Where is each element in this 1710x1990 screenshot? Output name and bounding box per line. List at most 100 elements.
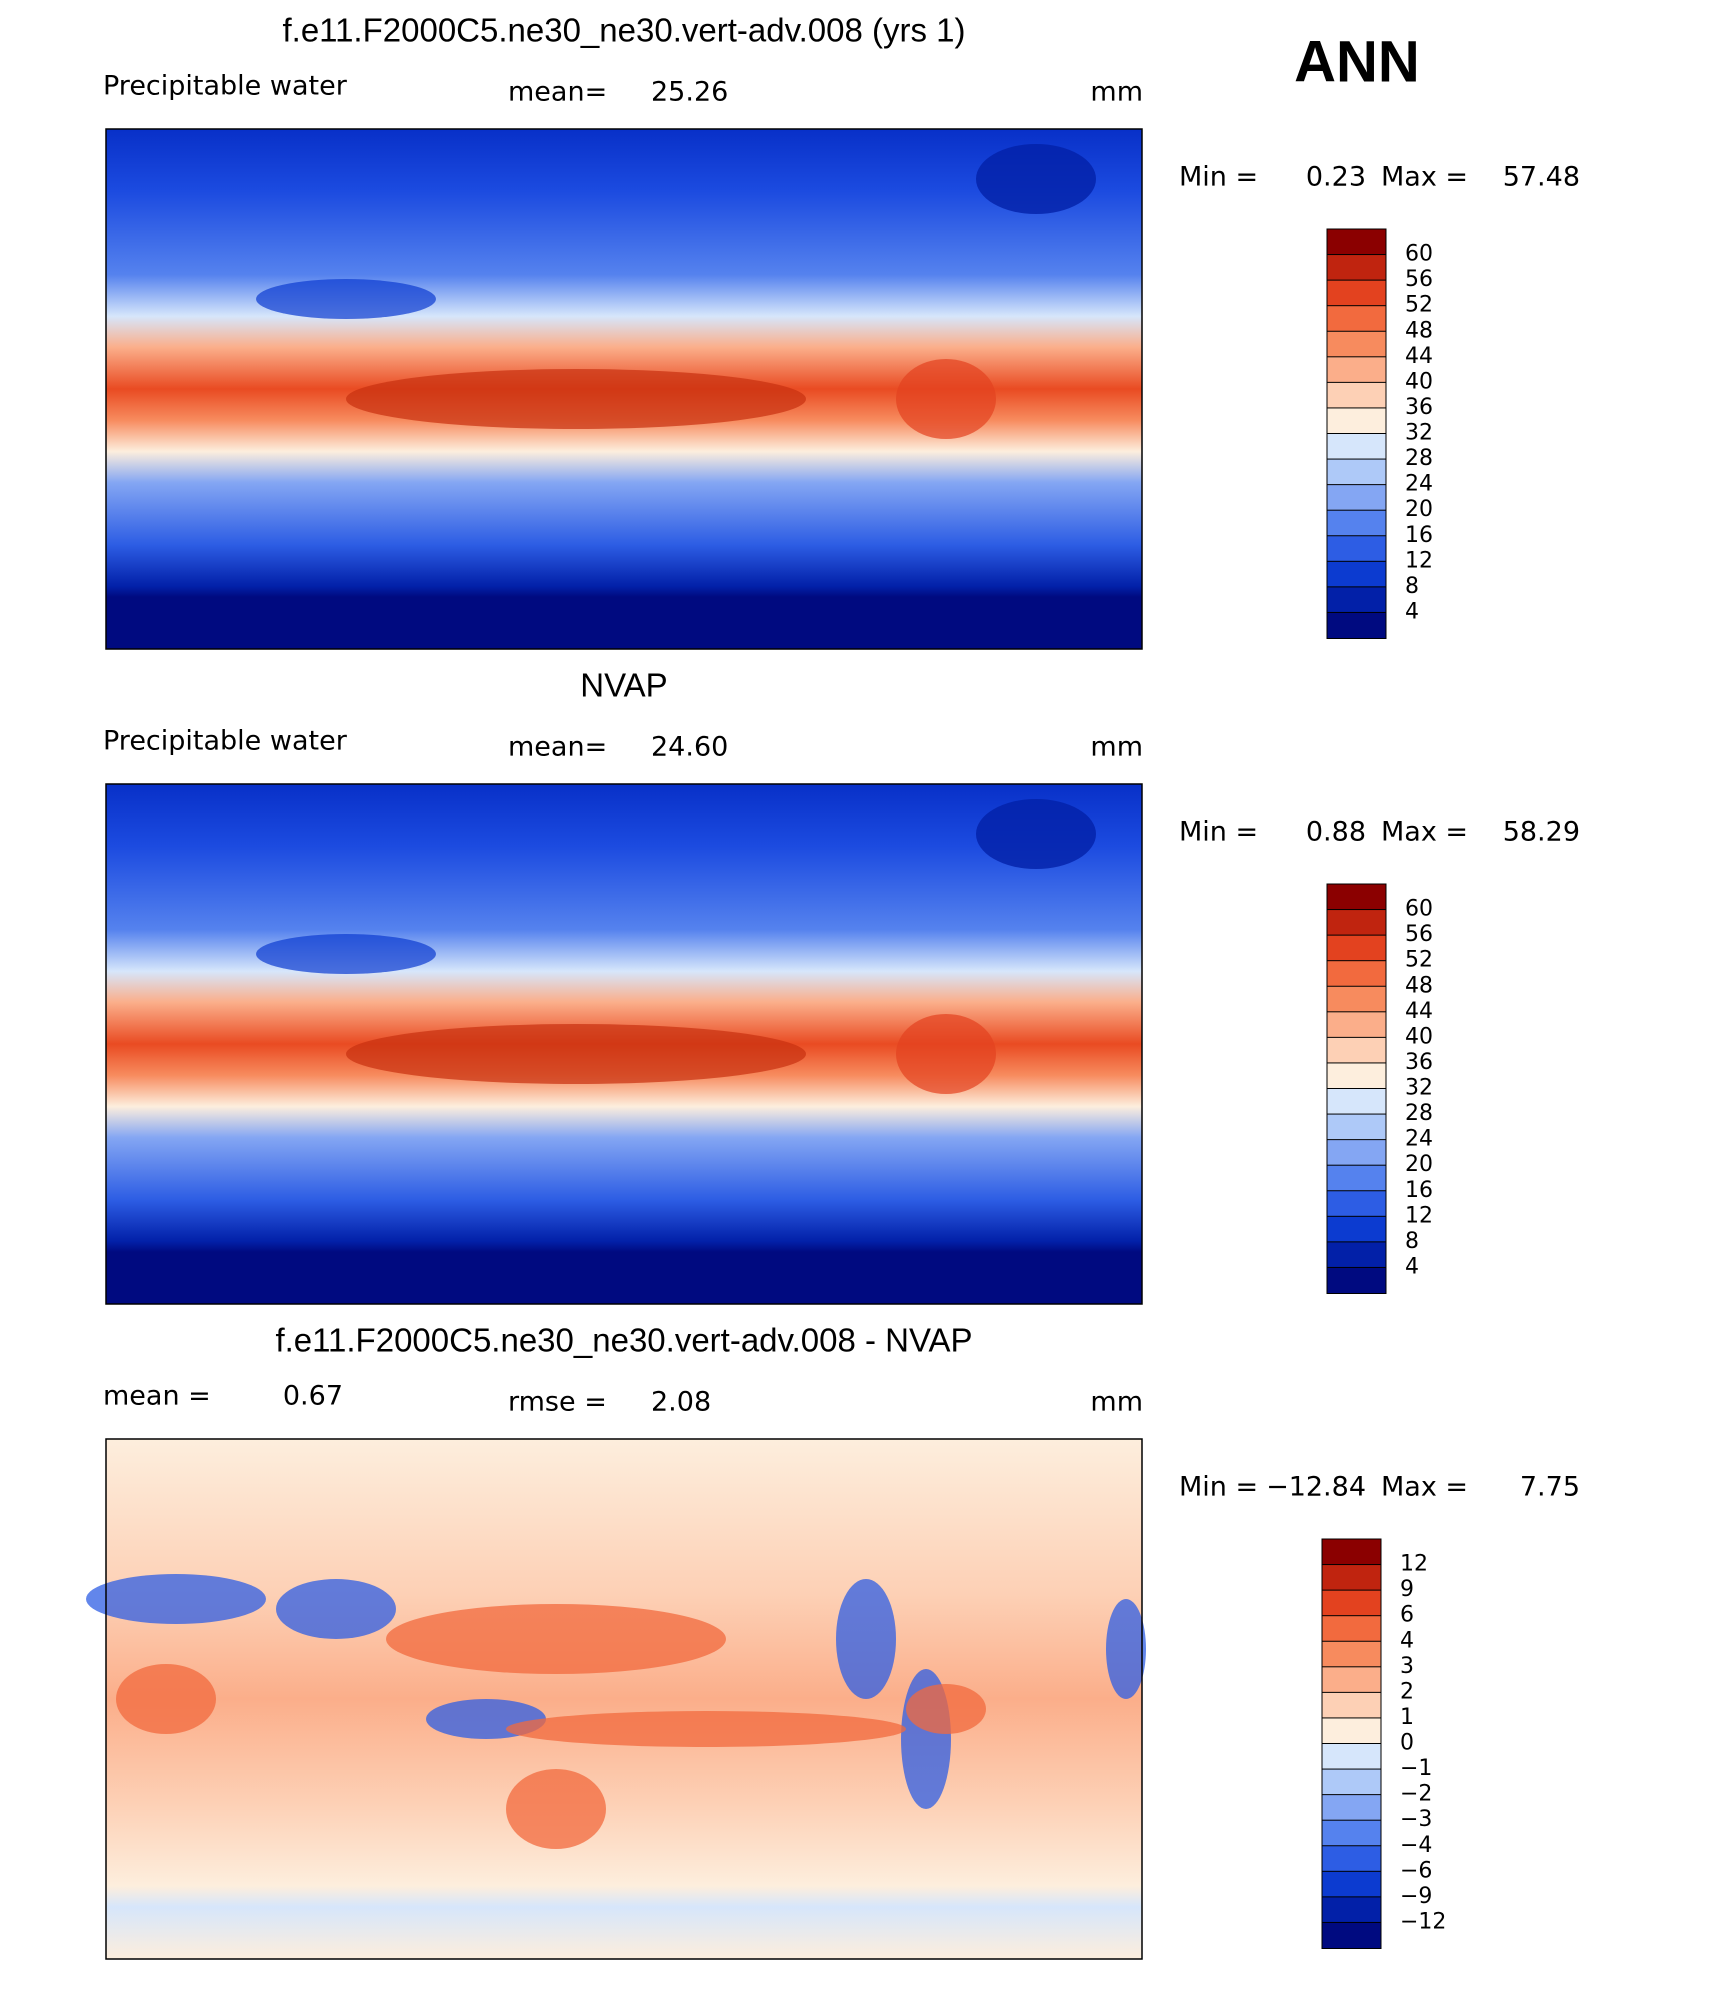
- min-value: 0.23: [1306, 162, 1366, 193]
- colorbar-box: [1326, 1164, 1387, 1192]
- max-label: Max =: [1381, 817, 1468, 848]
- colorbar-box: [1326, 535, 1387, 563]
- colorbar-label: −6: [1400, 1858, 1432, 1883]
- colorbar-box: [1326, 1062, 1387, 1090]
- colorbar-label: −9: [1400, 1884, 1432, 1909]
- colorbar-label: 0: [1400, 1731, 1414, 1756]
- colorbar-box: [1326, 586, 1387, 614]
- stat-value: 24.60: [651, 732, 728, 763]
- colorbar-box: [1321, 1870, 1382, 1898]
- positive-region: [506, 1769, 606, 1849]
- map: [105, 128, 1143, 650]
- colorbar-box: [1321, 1666, 1382, 1694]
- colorbar-label: 56: [1405, 267, 1433, 292]
- units: mm: [1090, 732, 1143, 763]
- colorbar-label: 3: [1400, 1654, 1414, 1679]
- panel-left-value: 0.67: [283, 1381, 343, 1412]
- colorbar-label: 16: [1405, 523, 1433, 548]
- max-label: Max =: [1381, 162, 1468, 193]
- colorbar-box: [1326, 560, 1387, 588]
- colorbar-label: 36: [1405, 1050, 1433, 1075]
- colorbar-label: 52: [1405, 948, 1433, 973]
- season-label: ANN: [1294, 29, 1420, 94]
- max-value: 57.48: [1503, 162, 1580, 193]
- min-label: Min =: [1179, 817, 1258, 848]
- colorbar-label: 12: [1400, 1552, 1428, 1577]
- colorbar-box: [1321, 1691, 1382, 1719]
- colorbar-box: [1326, 458, 1387, 486]
- tibet: [256, 279, 436, 319]
- arctic: [976, 144, 1096, 214]
- colorbar-box: [1321, 1615, 1382, 1643]
- colorbar-label: 28: [1405, 1101, 1433, 1126]
- units: mm: [1090, 1387, 1143, 1418]
- colorbar-box: [1326, 1011, 1387, 1039]
- stat-label: mean=: [508, 77, 607, 108]
- panel-title: f.e11.F2000C5.ne30_ne30.vert-adv.008 - N…: [275, 1322, 972, 1359]
- colorbar-box: [1326, 254, 1387, 282]
- colorbar-box: [1326, 279, 1387, 307]
- colorbar-label: 40: [1405, 369, 1433, 394]
- colorbar-label: 6: [1400, 1603, 1414, 1628]
- amazon: [896, 359, 996, 439]
- colorbar-box: [1321, 1717, 1382, 1745]
- colorbar-box: [1326, 228, 1387, 256]
- colorbar-label: 16: [1405, 1178, 1433, 1203]
- colorbar-box: [1326, 330, 1387, 358]
- colorbar-label: 20: [1405, 497, 1433, 522]
- warm-pool: [346, 369, 806, 429]
- colorbar-box: [1321, 1564, 1382, 1592]
- positive-region: [386, 1604, 726, 1674]
- colorbar-box: [1326, 407, 1387, 435]
- colorbar-box: [1326, 611, 1387, 639]
- colorbar-box: [1326, 381, 1387, 409]
- colorbar-box: [1326, 960, 1387, 988]
- colorbar-label: −12: [1400, 1909, 1446, 1934]
- colorbar-label: 1: [1400, 1705, 1414, 1730]
- colorbar-box: [1321, 1921, 1382, 1949]
- colorbar-label: 4: [1405, 1254, 1419, 1279]
- map: [86, 1438, 1146, 1960]
- colorbar-box: [1321, 1845, 1382, 1873]
- colorbar-box: [1326, 1139, 1387, 1167]
- colorbar-box: [1326, 883, 1387, 911]
- colorbar-label: 24: [1405, 472, 1433, 497]
- map-frame: [105, 783, 1143, 1305]
- colorbar-label: 44: [1405, 344, 1433, 369]
- colorbar-label: 12: [1405, 548, 1433, 573]
- colorbar-label: 48: [1405, 973, 1433, 998]
- negative-region: [836, 1579, 896, 1699]
- colorbar-label: 32: [1405, 1076, 1433, 1101]
- panel-left-label: mean =: [103, 1381, 211, 1412]
- colorbar-label: 32: [1405, 421, 1433, 446]
- colorbar-box: [1321, 1794, 1382, 1822]
- colorbar-box: [1326, 1190, 1387, 1218]
- units: mm: [1090, 77, 1143, 108]
- colorbar-box: [1326, 1266, 1387, 1294]
- stat-value: 2.08: [651, 1387, 711, 1418]
- amazon: [896, 1014, 996, 1094]
- colorbar-label: 2: [1400, 1679, 1414, 1704]
- warm-pool: [346, 1024, 806, 1084]
- colorbar-label: 9: [1400, 1577, 1414, 1602]
- colorbar-box: [1326, 1088, 1387, 1116]
- colorbar-label: 56: [1405, 922, 1433, 947]
- panel-title: NVAP: [580, 667, 667, 704]
- colorbar-box: [1326, 985, 1387, 1013]
- stat-value: 25.26: [651, 77, 728, 108]
- colorbar-label: −1: [1400, 1756, 1432, 1781]
- colorbar-box: [1321, 1768, 1382, 1796]
- colorbar-label: 4: [1400, 1628, 1414, 1653]
- stat-label: rmse =: [508, 1387, 607, 1418]
- negative-region: [1106, 1599, 1146, 1699]
- colorbar-box: [1326, 934, 1387, 962]
- colorbar-label: −2: [1400, 1782, 1432, 1807]
- tibet: [256, 934, 436, 974]
- colorbar-label: 44: [1405, 999, 1433, 1024]
- max-value: 58.29: [1503, 817, 1580, 848]
- colorbar-label: 8: [1405, 1229, 1419, 1254]
- min-value: 0.88: [1306, 817, 1366, 848]
- colorbar-box: [1321, 1538, 1382, 1566]
